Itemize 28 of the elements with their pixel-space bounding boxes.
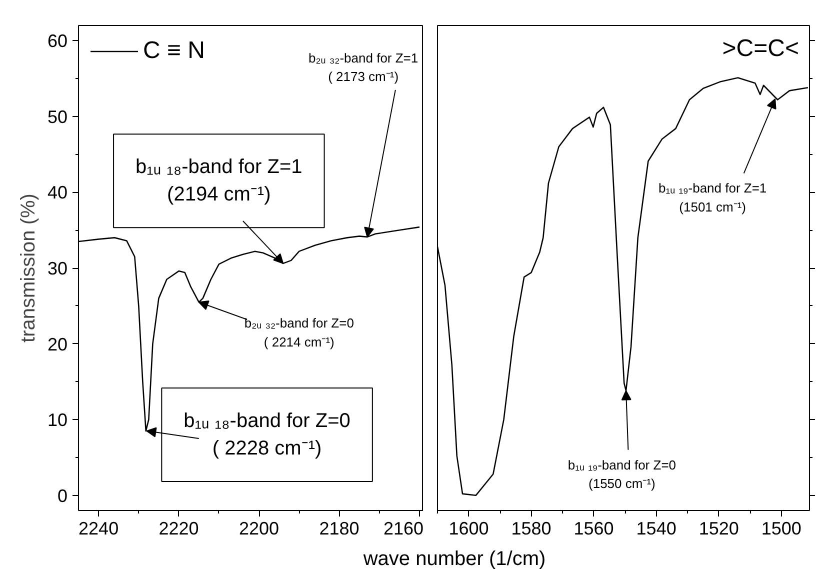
y-tick-label: 40 bbox=[47, 182, 68, 203]
y-axis-title: transmission (%) bbox=[17, 194, 40, 342]
annotation: b₁ᵤ ₁₉-band for Z=0 (1550 cm⁻¹) bbox=[568, 457, 676, 491]
x-tick-label: 2200 bbox=[239, 518, 280, 538]
x-tick-label: 2180 bbox=[319, 518, 360, 538]
x-tick-label: 2160 bbox=[383, 518, 424, 538]
legend-label: C ≡ N bbox=[143, 37, 206, 65]
x-tick-label: 1540 bbox=[636, 518, 676, 538]
x-tick-label: 2220 bbox=[158, 518, 199, 538]
x-tick-label: 1560 bbox=[574, 518, 614, 538]
annotation: b₂ᵤ ₃₂-band for Z=1 ( 2173 cm⁻¹) bbox=[308, 50, 418, 84]
annotation: b₂ᵤ ₃₂-band for Z=0 ( 2214 cm⁻¹) bbox=[244, 316, 354, 350]
x-tick-label: 1500 bbox=[761, 518, 802, 538]
x-axis-title: wave number (1/cm) bbox=[363, 547, 546, 569]
y-tick-label: 20 bbox=[47, 334, 68, 354]
annotation: b₁ᵤ ₁₉-band for Z=1 (1501 cm⁻¹) bbox=[658, 180, 767, 214]
x-tick-label: 1520 bbox=[698, 518, 739, 538]
x-tick-label: 1600 bbox=[448, 518, 489, 538]
y-tick-label: 30 bbox=[47, 258, 68, 278]
y-tick-label: 60 bbox=[47, 31, 68, 52]
y-tick-label: 0 bbox=[57, 486, 68, 506]
x-tick-label: 1580 bbox=[511, 518, 552, 538]
legend-label: >C=C< bbox=[722, 35, 799, 63]
y-tick-label: 10 bbox=[47, 410, 68, 430]
x-tick-label: 2240 bbox=[78, 518, 119, 538]
annotation: b₁ᵤ ₁₈-band for Z=1 (2194 cm⁻¹) bbox=[136, 156, 302, 206]
y-tick-label: 50 bbox=[47, 106, 68, 127]
annotation: b₁ᵤ ₁₈-band for Z=0 ( 2228 cm⁻¹) bbox=[184, 410, 350, 460]
